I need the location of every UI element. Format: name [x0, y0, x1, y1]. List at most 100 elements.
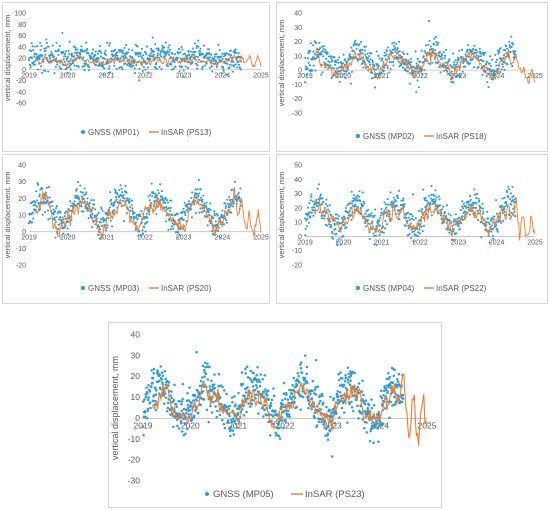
- gnss-point: [360, 390, 364, 393]
- gnss-point: [221, 418, 224, 422]
- gnss-point: [385, 206, 388, 209]
- gnss-point: [100, 224, 104, 227]
- gnss-point: [343, 218, 346, 221]
- gnss-point: [315, 424, 319, 427]
- gnss-point: [138, 79, 141, 82]
- gnss-point: [249, 405, 252, 408]
- gnss-point: [398, 40, 401, 43]
- gnss-point: [435, 41, 438, 44]
- gnss-point: [99, 221, 102, 224]
- gnss-point: [186, 427, 189, 431]
- x-tick-label: 2023: [451, 239, 467, 246]
- gnss-point: [497, 52, 500, 55]
- chart-panel-5: vertical displacement, mm -30 -20 -10 0 10 20 3…: [108, 322, 442, 508]
- gnss-point: [213, 58, 216, 61]
- gnss-point: [197, 179, 200, 182]
- gnss-point: [439, 71, 442, 74]
- gnss-point: [212, 400, 215, 404]
- gnss-point: [181, 211, 184, 214]
- gnss-point: [258, 380, 262, 384]
- gnss-point: [195, 46, 198, 50]
- gnss-point: [171, 52, 174, 55]
- gnss-point: [374, 68, 378, 71]
- gnss-point: [217, 373, 221, 376]
- gnss-point: [353, 205, 356, 208]
- gnss-point: [85, 52, 88, 55]
- gnss-point: [287, 413, 291, 416]
- gnss-point: [86, 47, 89, 51]
- gnss-point: [397, 60, 400, 63]
- gnss-point: [387, 372, 390, 375]
- gnss-point: [145, 212, 148, 215]
- gnss-point: [481, 202, 484, 205]
- gnss-point: [201, 364, 205, 368]
- gnss-point: [193, 196, 196, 199]
- gnss-point: [213, 373, 216, 376]
- y-tick-label: -40: [16, 89, 26, 96]
- gnss-point: [107, 67, 110, 70]
- gnss-point: [489, 55, 492, 58]
- gnss-point: [452, 52, 455, 55]
- gnss-point: [212, 59, 215, 62]
- gnss-point: [145, 386, 148, 389]
- gnss-point: [210, 389, 214, 392]
- gnss-point: [324, 434, 327, 437]
- gnss-point: [395, 42, 398, 45]
- gnss-point: [170, 63, 173, 66]
- gnss-point: [119, 184, 122, 187]
- gnss-point: [345, 226, 348, 229]
- gnss-point: [339, 390, 342, 394]
- gnss-point: [499, 70, 502, 74]
- gnss-point: [440, 52, 443, 55]
- gnss-point: [114, 191, 117, 194]
- gnss-point: [423, 50, 426, 53]
- gnss-point: [482, 207, 485, 210]
- gnss-point: [123, 46, 126, 50]
- gnss-point: [211, 229, 214, 232]
- gnss-point: [368, 61, 371, 64]
- gnss-point: [177, 427, 181, 430]
- gnss-point: [207, 420, 210, 424]
- gnss-point: [115, 198, 118, 201]
- gnss-point: [281, 403, 284, 406]
- gnss-point: [238, 407, 241, 410]
- gnss-point: [81, 191, 85, 194]
- gnss-point: [297, 381, 301, 384]
- gnss-point: [109, 71, 112, 74]
- gnss-point: [467, 55, 470, 58]
- gnss-point: [350, 400, 353, 404]
- gnss-point: [303, 217, 307, 220]
- gnss-point: [473, 44, 476, 47]
- gnss-point: [141, 425, 145, 428]
- gnss-point: [209, 59, 212, 62]
- gnss-point: [75, 187, 78, 190]
- gnss-point: [57, 228, 60, 231]
- gnss-point: [424, 44, 428, 47]
- gnss-point: [384, 54, 387, 57]
- gnss-point: [234, 403, 237, 406]
- gnss-point: [239, 60, 243, 63]
- gnss-point: [335, 393, 339, 397]
- gnss-point: [314, 385, 317, 389]
- gnss-point: [372, 441, 375, 444]
- gnss-point: [406, 234, 409, 237]
- gnss-point: [396, 377, 399, 381]
- gnss-point: [104, 49, 107, 52]
- gnss-point: [352, 194, 356, 197]
- gnss-point: [204, 215, 208, 218]
- gnss-point: [67, 60, 70, 63]
- y-tick-label: 30: [18, 179, 26, 186]
- gnss-point: [144, 68, 147, 71]
- gnss-point: [496, 230, 499, 233]
- gnss-point: [338, 416, 341, 419]
- gnss-point: [45, 41, 49, 44]
- gnss-point: [310, 195, 313, 198]
- gnss-point: [223, 426, 227, 430]
- gnss-point: [37, 68, 40, 71]
- gnss-point: [156, 54, 159, 57]
- gnss-point: [331, 237, 334, 240]
- gnss-point: [60, 219, 63, 222]
- gnss-point: [395, 400, 398, 403]
- y-axis-label: vertical displacement, mm: [3, 15, 12, 102]
- gnss-point: [89, 214, 92, 217]
